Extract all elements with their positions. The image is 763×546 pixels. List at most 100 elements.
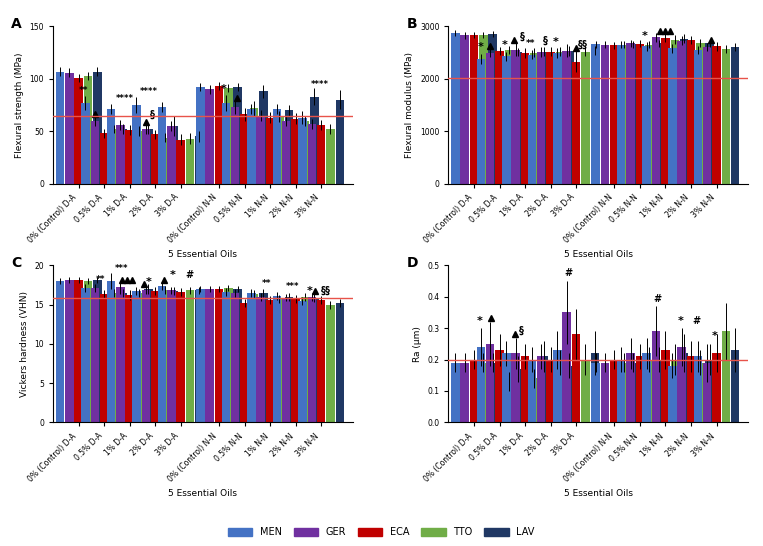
Bar <box>565 51 574 183</box>
Bar <box>135 131 143 183</box>
Bar <box>195 290 204 423</box>
Bar <box>282 121 291 183</box>
Text: *: * <box>306 286 312 296</box>
Bar <box>636 44 644 183</box>
Bar <box>477 59 485 183</box>
Bar <box>617 360 626 423</box>
Bar <box>502 353 510 423</box>
Bar <box>259 293 268 423</box>
Text: #: # <box>654 294 662 304</box>
Bar <box>530 52 539 183</box>
Bar <box>221 292 230 423</box>
Bar <box>231 107 240 183</box>
Bar <box>135 293 143 423</box>
Bar <box>151 134 159 183</box>
Text: A: A <box>11 17 22 31</box>
Bar <box>731 47 739 183</box>
Bar <box>256 296 265 423</box>
Bar <box>100 133 108 183</box>
Bar <box>116 125 124 183</box>
Bar <box>706 360 714 423</box>
Bar <box>81 103 90 183</box>
Bar <box>696 43 704 183</box>
Bar <box>694 50 702 183</box>
Bar <box>84 281 92 423</box>
Bar <box>696 363 704 423</box>
Bar <box>307 124 316 183</box>
Bar <box>240 115 249 183</box>
Bar <box>687 40 695 183</box>
Bar <box>668 49 677 183</box>
Bar <box>645 360 654 423</box>
Bar <box>291 118 300 183</box>
Text: *: * <box>221 84 227 94</box>
Bar <box>266 117 275 183</box>
Y-axis label: Flexural strength (MPa): Flexural strength (MPa) <box>15 52 24 158</box>
Bar <box>514 52 523 183</box>
Bar <box>169 126 179 183</box>
Bar <box>479 363 488 423</box>
Bar <box>703 47 711 183</box>
Bar <box>610 360 619 423</box>
Bar <box>502 56 510 183</box>
Bar <box>620 45 628 183</box>
Bar <box>221 103 230 183</box>
Bar <box>678 347 686 423</box>
Bar <box>731 350 739 423</box>
Bar <box>275 299 284 423</box>
Bar <box>470 35 478 183</box>
Bar <box>93 72 101 183</box>
Bar <box>527 55 536 183</box>
Bar <box>272 296 281 423</box>
Bar <box>224 88 233 183</box>
Bar <box>65 280 73 423</box>
Bar <box>250 108 258 183</box>
Bar <box>167 290 175 423</box>
Bar <box>451 363 459 423</box>
Text: *: * <box>642 31 648 40</box>
Text: §: § <box>543 36 548 46</box>
Bar <box>142 129 150 183</box>
Y-axis label: Vickers hardness (VHN): Vickers hardness (VHN) <box>20 291 29 397</box>
Bar <box>626 43 635 183</box>
Bar <box>662 38 670 183</box>
Bar <box>617 45 626 183</box>
Bar <box>91 288 99 423</box>
Bar <box>327 305 335 423</box>
Bar <box>662 350 670 423</box>
Bar <box>652 331 660 423</box>
Bar <box>107 281 115 423</box>
Bar <box>600 45 610 183</box>
X-axis label: 5 Essential Oils: 5 Essential Oils <box>564 251 633 259</box>
Bar <box>645 45 654 183</box>
Bar <box>310 298 319 423</box>
Bar <box>581 52 590 183</box>
Text: ****: **** <box>115 94 134 103</box>
Bar <box>680 39 688 183</box>
Text: §: § <box>520 32 525 41</box>
Text: **: ** <box>96 275 105 283</box>
Bar <box>553 350 562 423</box>
Bar <box>310 97 319 183</box>
Bar <box>169 291 179 423</box>
Bar <box>706 43 714 183</box>
Bar <box>553 53 562 183</box>
Bar <box>722 49 730 183</box>
Text: *: * <box>169 270 175 281</box>
Bar <box>486 53 494 183</box>
Bar <box>275 116 284 183</box>
Bar <box>167 126 175 183</box>
Text: *: * <box>552 37 559 47</box>
Bar <box>555 363 564 423</box>
Bar <box>205 90 214 183</box>
Bar <box>477 347 485 423</box>
Bar <box>196 289 204 423</box>
Text: *: * <box>712 331 718 341</box>
Bar <box>301 121 309 183</box>
Bar <box>195 136 204 183</box>
Bar <box>109 129 118 183</box>
Bar <box>307 296 316 423</box>
Bar <box>642 46 651 183</box>
Bar <box>214 289 224 423</box>
Text: ***: *** <box>285 282 299 292</box>
